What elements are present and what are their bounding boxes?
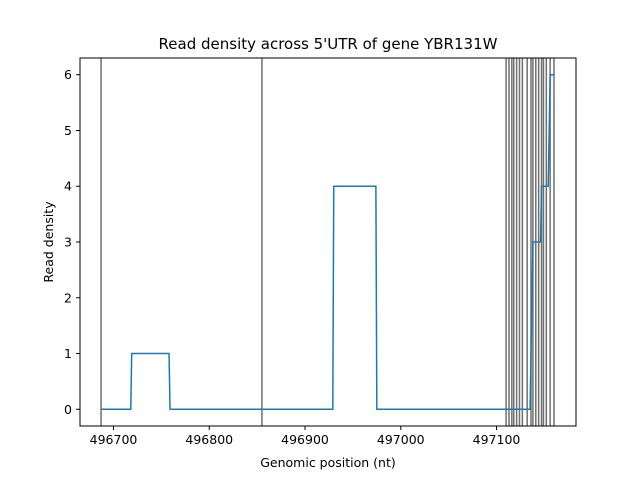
- x-tick-label: 496800: [185, 432, 233, 447]
- y-tick-label: 3: [64, 235, 72, 250]
- y-axis-label: Read density: [41, 201, 56, 283]
- x-axis-label: Genomic position (nt): [260, 455, 396, 470]
- plot-frame: [79, 57, 577, 427]
- y-tick-label: 1: [64, 346, 72, 361]
- x-tick-label: 496900: [281, 432, 329, 447]
- x-tick-label: 497100: [473, 432, 521, 447]
- y-axis: 0 1 2 3 4 5 6: [64, 67, 80, 417]
- y-tick-label: 6: [64, 67, 72, 82]
- density-line: [101, 73, 554, 411]
- x-tick-label: 497000: [377, 432, 425, 447]
- x-tick-label: 496700: [90, 432, 138, 447]
- x-axis: 496700 496800 496900 497000 497100: [90, 426, 521, 447]
- y-tick-label: 2: [64, 290, 72, 305]
- y-tick-label: 5: [64, 123, 72, 138]
- y-tick-label: 0: [64, 402, 72, 417]
- chart-title: Read density across 5'UTR of gene YBR131…: [159, 35, 498, 53]
- y-tick-label: 4: [64, 179, 72, 194]
- series-group: [101, 73, 554, 411]
